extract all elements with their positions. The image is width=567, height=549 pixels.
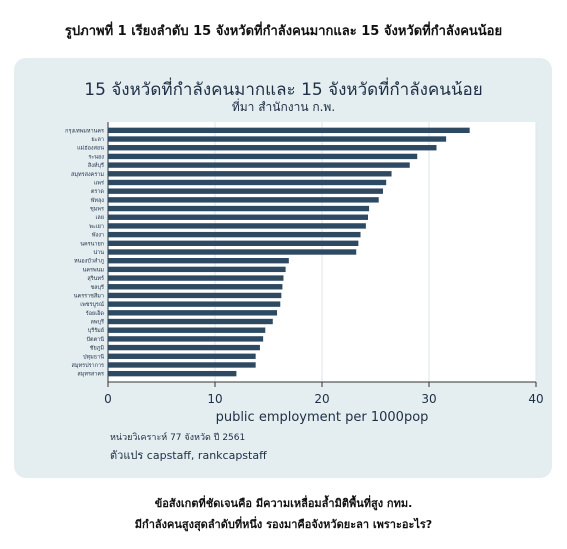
category-label: สุรินทร์ [87,275,104,282]
bar [108,318,273,325]
footer-remark-line-1: ข้อสังเกตที่ชัดเจนคือ มีความเหลื่อมล้ำมิ… [154,497,413,510]
category-label: สิงห์บุรี [87,162,104,169]
x-tick-label: 30 [421,392,436,406]
category-label: พังงา [92,232,104,239]
footer-remark-line-2: มีกำลังคนสูงสุดลำดับที่หนึ่ง รองมาคือจัง… [134,518,433,531]
category-label: ร้อยเอ็ด [86,309,105,317]
category-label: ชัยภูมิ [90,345,105,352]
bar [108,344,260,351]
bar [108,353,256,359]
category-label: ยะลา [91,137,104,143]
x-tick-label: 40 [528,392,543,406]
bar [108,310,278,316]
category-label: เพชรบูรณ์ [80,301,104,308]
bar [108,370,237,377]
chart-subtitle: ที่มา สำนักงาน ก.พ. [231,100,336,114]
category-label: ปทุมธานี [83,353,104,360]
category-label: สมุทรสาคร [77,371,104,378]
category-label: ระนอง [88,154,104,160]
variables-note: ตัวแปร capstaff, rankcapstaff [110,449,267,462]
bar [108,188,383,194]
category-label: บุรีรัมย์ [88,327,104,334]
bar [108,284,283,290]
category-label: ตราด [91,189,105,195]
x-tick-label: 20 [314,392,329,406]
category-label: เลย [96,215,104,221]
bar [108,240,359,247]
x-tick-label: 0 [104,392,112,406]
bar [108,214,369,220]
category-label: นครราชสีมา [74,292,104,299]
category-label: ชุมพร [90,206,104,213]
bar [108,136,447,142]
category-label: สมุทรสงคราม [71,171,104,178]
category-label: กรุงเทพมหานคร [65,128,104,134]
bar [108,231,361,238]
category-label: ลพบุรี [91,319,104,326]
bar [108,223,366,229]
bar [108,336,264,342]
bar [108,301,281,307]
bar [108,205,370,212]
bar [108,275,284,281]
category-label: สมุทรปราการ [72,362,105,369]
category-label: แพร่ [94,180,104,186]
bar [108,171,392,177]
bar [108,145,437,151]
x-tick-label: 10 [207,392,222,406]
category-label: หนองบัวลำภู [74,258,104,265]
bar [108,249,357,255]
category-label: แม่ฮ่องสอน [77,145,104,152]
category-label: นครนายก [80,241,104,247]
category-label: น่าน [93,250,104,256]
bar [108,292,282,299]
category-label: ชลบุรี [90,284,104,291]
bar [108,179,387,186]
bar [108,127,470,134]
category-label: ปัตตานี [86,336,104,343]
category-label: พะเยา [89,224,104,230]
sample-note: หน่วยวิเคราะห์ 77 จังหวัด ปี 2561 [110,433,246,443]
bar [108,197,379,203]
x-axis-title: public employment per 1000pop [216,410,429,425]
bar [108,362,256,368]
chart-title: 15 จังหวัดที่กำลังคนมากและ 15 จังหวัดที่… [84,80,483,100]
category-label: นครพนม [83,267,105,273]
figure-caption: รูปภาพที่ 1 เรียงลำดับ 15 จังหวัดที่กำลั… [64,24,503,39]
bar [108,153,418,160]
bar [108,162,410,168]
bar [108,257,289,264]
category-label: พัทลุง [91,197,105,204]
bar [108,266,286,273]
bar [108,327,266,333]
